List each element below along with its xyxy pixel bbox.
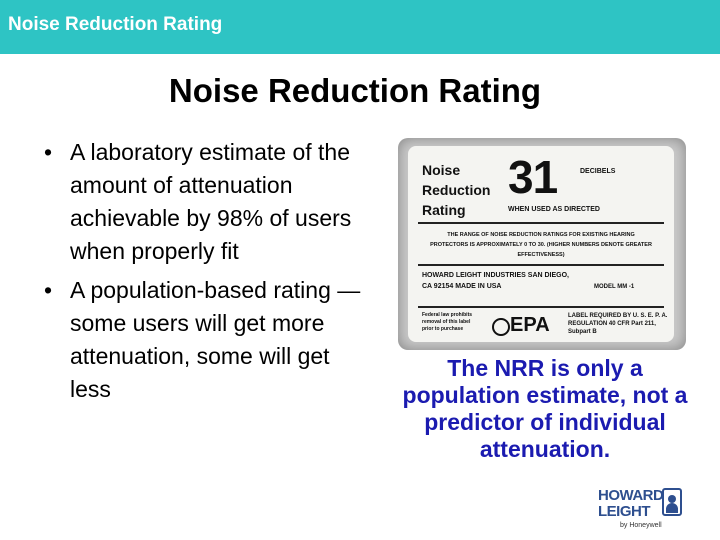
logo-subtitle: by Honeywell (620, 522, 662, 529)
slide-title: Noise Reduction Rating (168, 72, 542, 109)
label-rating-value: 31 (508, 151, 558, 203)
label-model: MODEL MM -1 (594, 284, 635, 290)
label-divider (418, 306, 664, 308)
bullet-item: • A population-based rating — some users… (44, 274, 364, 406)
label-manufacturer: HOWARD LEIGHT INDUSTRIES SAN DIEGO, CA 9… (422, 272, 570, 290)
epa-logo-icon (492, 318, 510, 336)
bullet-item: • A laboratory estimate of the amount of… (44, 136, 364, 268)
bullet-marker: • (44, 139, 53, 165)
image-caption: The NRR is only a population estimate, n… (402, 355, 688, 462)
label-federal-note: Federal law prohibits removal of this la… (422, 312, 473, 332)
label-requirement: LABEL REQUIRED BY U. S. E. P. A. REGULAT… (568, 313, 668, 335)
howard-leight-logo: HOWARD LEIGHT by Honeywell (598, 486, 708, 534)
label-rating-words: Noise Reduction Rating (422, 162, 491, 218)
nrr-label-photo: Noise Reduction Rating 31 DECIBELS WHEN … (398, 138, 686, 350)
logo-line2: LEIGHT (598, 503, 651, 520)
bullet-text: A laboratory estimate of the amount of a… (70, 139, 352, 264)
header-title: Noise Reduction Rating (8, 14, 223, 35)
label-divider (418, 264, 664, 266)
label-range-note: THE RANGE OF NOISE REDUCTION RATINGS FOR… (430, 232, 652, 258)
label-divider (418, 222, 664, 224)
nrr-label-card: Noise Reduction Rating 31 DECIBELS WHEN … (408, 146, 674, 342)
person-icon (662, 488, 682, 516)
bullet-list: • A laboratory estimate of the amount of… (44, 136, 364, 412)
bullet-text: A population-based rating — some users w… (70, 277, 361, 402)
label-condition: WHEN USED AS DIRECTED (508, 206, 600, 213)
logo-line1: HOWARD (598, 487, 664, 504)
bullet-marker: • (44, 277, 53, 303)
label-agency: EPA (510, 314, 550, 336)
label-unit: DECIBELS (580, 168, 616, 175)
header-bar: Noise Reduction Rating (0, 0, 720, 54)
